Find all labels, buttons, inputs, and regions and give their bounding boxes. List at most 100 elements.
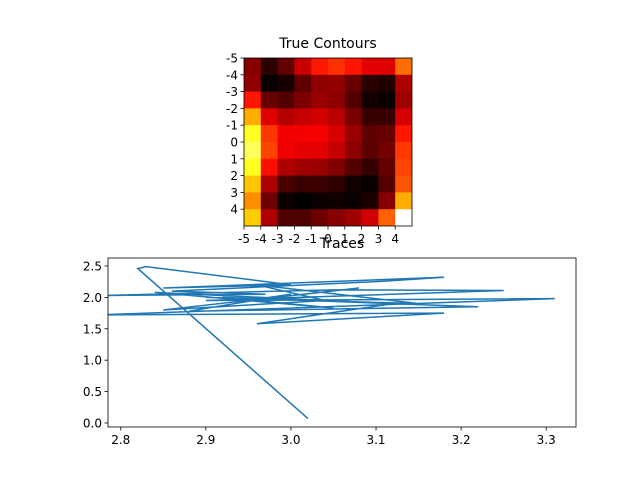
heat-cell (395, 58, 412, 76)
heat-cell (260, 142, 279, 160)
heat-cell (311, 91, 329, 109)
heat-cell (277, 91, 295, 109)
heat-cell (277, 125, 295, 143)
heat-cell (378, 108, 396, 126)
heat-cell (311, 74, 329, 93)
heat-cell (378, 175, 396, 193)
heat-cell (328, 158, 346, 177)
heat-cell (328, 175, 346, 193)
plot-area (244, 58, 412, 226)
x-tick-label: -3 (272, 232, 284, 246)
y-tick-label: -3 (226, 85, 238, 99)
heat-cell (344, 74, 363, 93)
heat-cell (328, 58, 346, 76)
heat-cell (361, 142, 379, 160)
heat-cell (260, 125, 279, 143)
heat-cell (395, 209, 412, 226)
heat-cell (311, 108, 329, 126)
heat-cell (311, 142, 329, 160)
x-tick-label: 1 (341, 232, 349, 246)
heat-cell (361, 175, 379, 193)
heat-cell (344, 192, 363, 210)
chart-title: Traces (319, 236, 364, 252)
heat-cell (344, 91, 363, 109)
heat-cell (378, 142, 396, 160)
heat-cell (311, 192, 329, 210)
y-tick-label: 1.5 (83, 322, 102, 336)
heat-cell (277, 58, 295, 76)
y-tick-label: 2.0 (83, 291, 102, 305)
heat-cell (277, 158, 295, 177)
heat-cell (277, 142, 295, 160)
heat-cell (361, 192, 379, 210)
heat-cell (361, 125, 379, 143)
heat-cell (361, 209, 379, 226)
heat-cell (311, 209, 329, 226)
heat-cell (361, 91, 379, 109)
heat-cell (395, 158, 412, 177)
heat-cell (344, 58, 363, 76)
heat-cell (378, 209, 396, 226)
y-tick-label: 4 (230, 203, 238, 217)
x-tick-label: 3.3 (537, 433, 556, 447)
heat-cell (361, 108, 379, 126)
heat-cell (311, 58, 329, 76)
heat-cell (344, 125, 363, 143)
heat-cell (344, 108, 363, 126)
heat-cell (395, 125, 412, 143)
trace-line (108, 265, 555, 420)
heat-cell (244, 74, 262, 93)
heat-cell (311, 175, 329, 193)
heat-cell (244, 108, 262, 126)
x-tick-label: -2 (288, 232, 300, 246)
heat-cell (294, 108, 312, 126)
heat-cell (260, 58, 279, 76)
x-tick-label: -4 (255, 232, 267, 246)
heat-cell (294, 125, 312, 143)
heat-cell (277, 175, 295, 193)
heat-cell (260, 74, 279, 93)
heat-cell (328, 108, 346, 126)
heat-cell (244, 91, 262, 109)
x-tick-label: 3.1 (366, 433, 385, 447)
x-tick-label: 3.2 (452, 433, 471, 447)
heat-cell (395, 108, 412, 126)
x-tick-label: 2 (358, 232, 366, 246)
heat-cell (294, 142, 312, 160)
x-tick-label: -1 (305, 232, 317, 246)
heat-cell (344, 209, 363, 226)
heat-cell (378, 74, 396, 93)
heat-cell (260, 158, 279, 177)
y-tick-label: -2 (226, 102, 238, 116)
heat-cell (378, 58, 396, 76)
heat-cell (244, 209, 262, 226)
heat-cell (395, 192, 412, 210)
heat-cell (395, 175, 412, 193)
heat-cell (328, 209, 346, 226)
heat-cell (395, 142, 412, 160)
heat-cell (294, 91, 312, 109)
heat-cell (294, 192, 312, 210)
heat-cell (395, 74, 412, 93)
x-tick-label: 3.0 (281, 433, 300, 447)
heat-cell (294, 175, 312, 193)
y-tick-label: 2.5 (83, 259, 102, 273)
x-tick-label: -5 (238, 232, 250, 246)
y-tick-label: 2 (230, 169, 238, 183)
heat-cell (344, 175, 363, 193)
heat-cell (244, 125, 262, 143)
heat-cell (244, 58, 262, 76)
heat-cell (294, 158, 312, 177)
axes-frame (107, 257, 577, 428)
heat-cell (294, 58, 312, 76)
heat-cell (260, 108, 279, 126)
y-tick-label: 0 (230, 136, 238, 150)
heat-cell (260, 175, 279, 193)
heat-cell (311, 158, 329, 177)
chart-title: True Contours (278, 36, 376, 52)
y-tick-label: -4 (226, 68, 238, 82)
heat-cell (294, 209, 312, 226)
heat-cell (328, 192, 346, 210)
heat-cell (328, 74, 346, 93)
